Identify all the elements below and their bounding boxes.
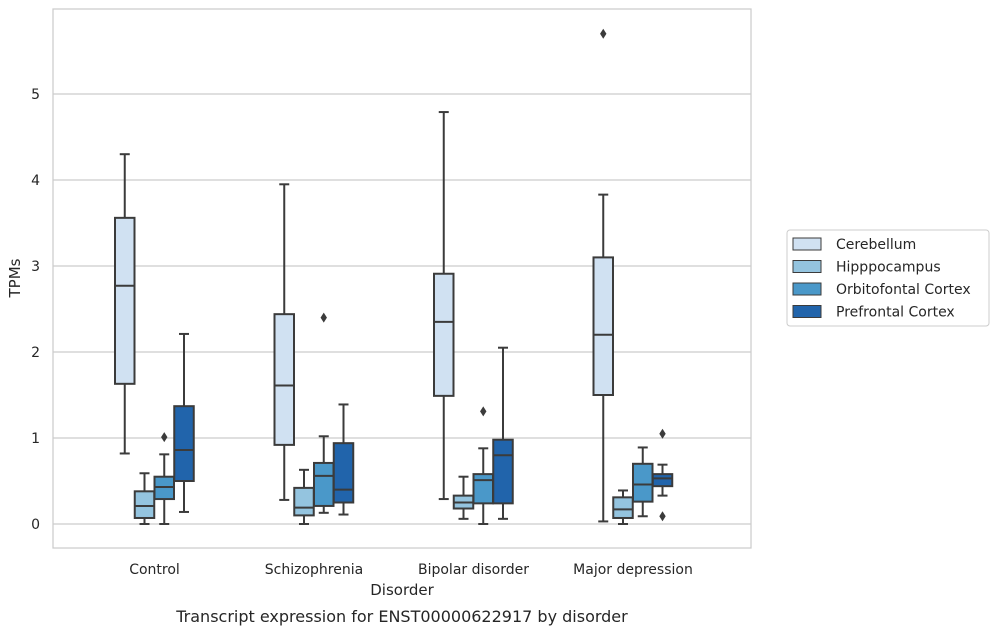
box-iqr: [472, 473, 494, 505]
box-cerebellum-0: [114, 153, 136, 455]
x-tick-label: Bipolar disorder: [418, 562, 529, 578]
box-iqr: [612, 496, 634, 519]
outlier-point: [600, 28, 607, 39]
x-tick-labels: Control Schizophrenia Bipolar disorder Majo…: [129, 562, 693, 578]
box-orbitofontal-cortex-2: [472, 406, 494, 525]
x-tick-label: Schizophrenia: [265, 562, 363, 578]
legend-swatch: [792, 237, 822, 251]
plot-area-frame: [52, 8, 752, 549]
outlier-point: [480, 406, 487, 417]
box-orbitofontal-cortex-1: [313, 312, 335, 514]
outlier-point: [320, 312, 327, 323]
box-layer: [114, 28, 674, 525]
legend-frame: [786, 229, 990, 327]
box-iqr: [651, 473, 674, 488]
outlier-point: [659, 428, 666, 439]
box-iqr: [592, 256, 614, 396]
box-iqr: [433, 272, 455, 397]
box-iqr: [114, 216, 136, 385]
gridlines: [53, 93, 751, 525]
x-tick-label: Control: [129, 562, 180, 578]
box-prefrontal-cortex-2: [492, 346, 514, 520]
legend-item: Prefrontal Cortex: [792, 305, 955, 321]
box-iqr: [273, 313, 295, 446]
box-iqr: [133, 490, 156, 519]
legend-item: Hipppocampus: [792, 260, 941, 276]
y-tick-label: 0: [31, 517, 40, 533]
box-prefrontal-cortex-1: [332, 403, 355, 516]
box-cerebellum-2: [433, 111, 455, 501]
chart-caption: Transcript expression for ENST0000062291…: [175, 607, 628, 626]
legend-swatch: [792, 305, 822, 318]
box-cerebellum-3: [592, 28, 614, 523]
y-tick-label: 2: [31, 345, 40, 361]
box-hipppocampus-0: [133, 472, 156, 525]
legend: Cerebellum Hipppocampus Orbitofontal Corte…: [786, 229, 990, 327]
box-hipppocampus-2: [452, 475, 475, 520]
outlier-point: [659, 511, 666, 522]
legend-swatch: [792, 260, 822, 273]
legend-swatch: [792, 282, 822, 296]
box-iqr: [293, 486, 315, 517]
y-tick-label: 5: [31, 87, 40, 103]
legend-label: Orbitofontal Cortex: [836, 282, 971, 298]
box-iqr: [332, 442, 355, 504]
y-axis-title: TPMs: [6, 258, 24, 298]
box-hipppocampus-1: [293, 468, 315, 525]
x-axis-title: Disorder: [370, 581, 434, 599]
box-prefrontal-cortex-3: [651, 428, 674, 522]
y-tick-labels: 0 1 2 3 4 5: [31, 87, 40, 533]
box-hipppocampus-3: [612, 489, 634, 525]
y-tick-label: 1: [31, 431, 40, 447]
box-iqr: [492, 438, 514, 505]
box-prefrontal-cortex-0: [173, 332, 195, 513]
box-iqr: [173, 405, 195, 482]
box-iqr: [632, 462, 654, 503]
y-tick-label: 4: [31, 173, 40, 189]
y-tick-label: 3: [31, 259, 40, 275]
legend-label: Cerebellum: [836, 237, 916, 253]
legend-item: Orbitofontal Cortex: [792, 282, 971, 298]
box-orbitofontal-cortex-0: [153, 432, 175, 525]
x-tick-label: Major depression: [573, 562, 693, 578]
box-orbitofontal-cortex-3: [632, 446, 654, 518]
legend-label: Hipppocampus: [836, 260, 941, 276]
outlier-point: [161, 432, 168, 443]
box-iqr: [313, 461, 335, 507]
legend-label: Prefrontal Cortex: [836, 305, 955, 321]
legend-item: Cerebellum: [792, 237, 916, 253]
box-cerebellum-1: [273, 183, 295, 501]
